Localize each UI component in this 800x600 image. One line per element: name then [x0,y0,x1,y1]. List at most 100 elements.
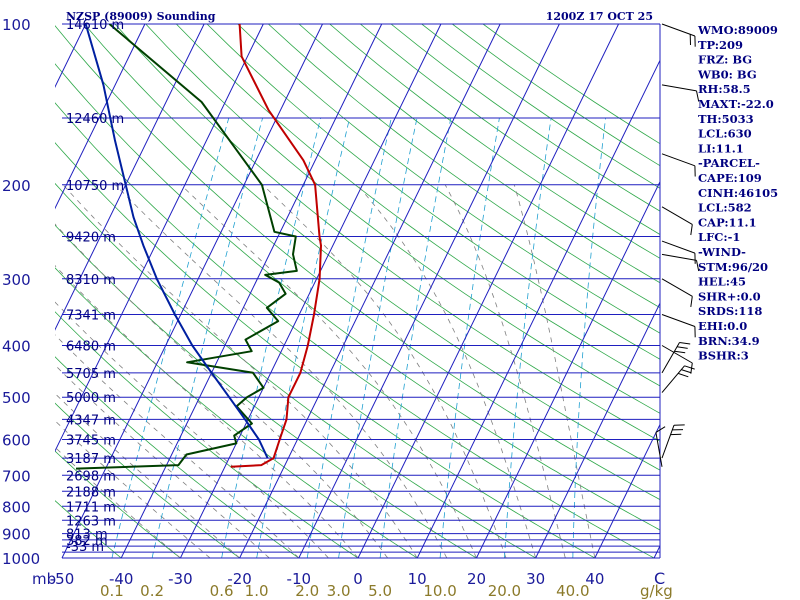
wind-barb [661,342,691,374]
pressure-tick-label: 700 [2,467,31,485]
moist-adiabat [55,393,240,558]
stat-line: TP:209 [698,38,743,52]
height-label: 1263 m [66,514,116,529]
temperature-tick-label: 40 [585,570,604,588]
mixing-ratio-line [379,117,452,558]
moist-adiabat [55,334,300,558]
isotherm [239,24,501,558]
mixing-ratio-tick-label: 10.0 [423,582,456,600]
pressure-tick-label: 400 [2,338,31,356]
height-label: 5000 m [66,391,116,406]
mixing-ratio-tick-label: 5.0 [368,582,392,600]
mixing-ratio-line [111,117,230,558]
isotherm [55,24,264,453]
stat-line: TH:5033 [698,112,754,126]
wind-barb [655,426,666,467]
height-label: 382 m [66,534,108,549]
stat-line: -PARCEL- [698,156,760,170]
x-axis-end-label: C [654,569,665,588]
pressure-tick-label: 900 [2,526,31,544]
height-label: 2188 m [66,485,116,500]
mixing-ratio-line [572,117,606,558]
stat-line: CAPE:109 [698,171,762,185]
pressure-tick-label: 200 [2,177,31,195]
mixing-ratio-line [338,117,418,558]
pressure-unit: mb [32,570,56,588]
stat-line: LI:11.1 [698,141,744,155]
stat-line: MAXT:-22.0 [698,97,774,111]
wind-barb [661,84,700,102]
stat-line: LCL:582 [698,201,752,215]
sounding-title: NZSP (89009) Sounding [66,10,216,23]
isotherm [357,24,620,558]
pressure-tick-label: 800 [2,498,31,516]
pressure-tick-label: 1000 [2,550,40,568]
mixing-ratio-tick-label: 1.0 [245,582,269,600]
stat-line: LFC:-1 [698,230,740,244]
stat-line: HEL:45 [698,275,746,289]
moist-adiabat [55,265,359,558]
temperature-tick-label: 30 [526,570,545,588]
stat-line: EHI:0.0 [698,319,747,333]
pressure-tick-label: 500 [2,389,31,407]
isotherm [120,24,383,558]
wind-barb [661,253,700,272]
height-label: 12460 m [66,112,124,127]
stat-line: CINH:46105 [698,186,778,200]
isotherm [179,24,442,558]
isotherm [594,423,660,558]
height-label: 7341 m [66,309,116,324]
sounding-time: 1200Z 17 OCT 25 [546,10,653,23]
parcel-trace [84,24,269,459]
mixing-ratio-unit: g/kg [640,582,673,600]
dewpoint-trace [75,24,298,470]
wind-barb [661,206,693,236]
wind-barb [661,314,696,338]
temperature-tick-label: -30 [168,570,193,588]
height-label: 3187 m [66,452,116,467]
mixing-ratio-tick-label: 0.2 [140,582,164,600]
mixing-ratio-line [256,117,350,558]
wind-barb [661,278,693,307]
isotherm [535,301,660,558]
mixing-ratio-tick-label: 3.0 [327,582,351,600]
stat-line: RH:58.5 [698,82,751,96]
isotherm [55,24,146,210]
temperature-trace [230,24,322,468]
mixing-ratio-tick-label: 2.0 [295,582,319,600]
height-label: 10750 m [66,179,124,194]
isotherm [61,24,323,558]
isobar-lines [62,23,661,559]
pressure-tick-label: 600 [2,432,31,450]
height-label: 14610 m [66,18,124,33]
isotherm [416,59,660,558]
pressure-tick-label: 300 [2,271,31,289]
mixing-ratio-line [306,117,392,558]
wind-barb [661,240,696,264]
stat-line: SRDS:118 [698,304,762,318]
moist-adiabat [55,364,270,558]
stat-line: BSHR:3 [698,349,749,363]
moist-adiabat [55,223,388,558]
height-label: 3745 m [66,434,116,449]
mixing-ratio-line [504,117,552,558]
stat-line: WMO:89009 [697,23,778,37]
height-label: 6480 m [66,340,116,355]
mixing-ratio-line [151,117,263,558]
temperature-tick-label: 20 [467,570,486,588]
wind-barb [661,23,696,47]
sounding-traces [75,24,322,470]
stat-line: LCL:630 [698,127,752,141]
mixing-ratio-tick-label: 20.0 [488,582,521,600]
temperature-tick-label: 0 [353,570,363,588]
stat-line: BRN:34.9 [698,334,760,348]
wind-barbs [655,23,700,467]
moist-adiabat [55,301,329,558]
height-label: 2698 m [66,469,116,484]
temperature-tick-label: -50 [50,570,75,588]
stat-line: WB0: BG [697,67,757,81]
wind-barb [661,153,696,177]
